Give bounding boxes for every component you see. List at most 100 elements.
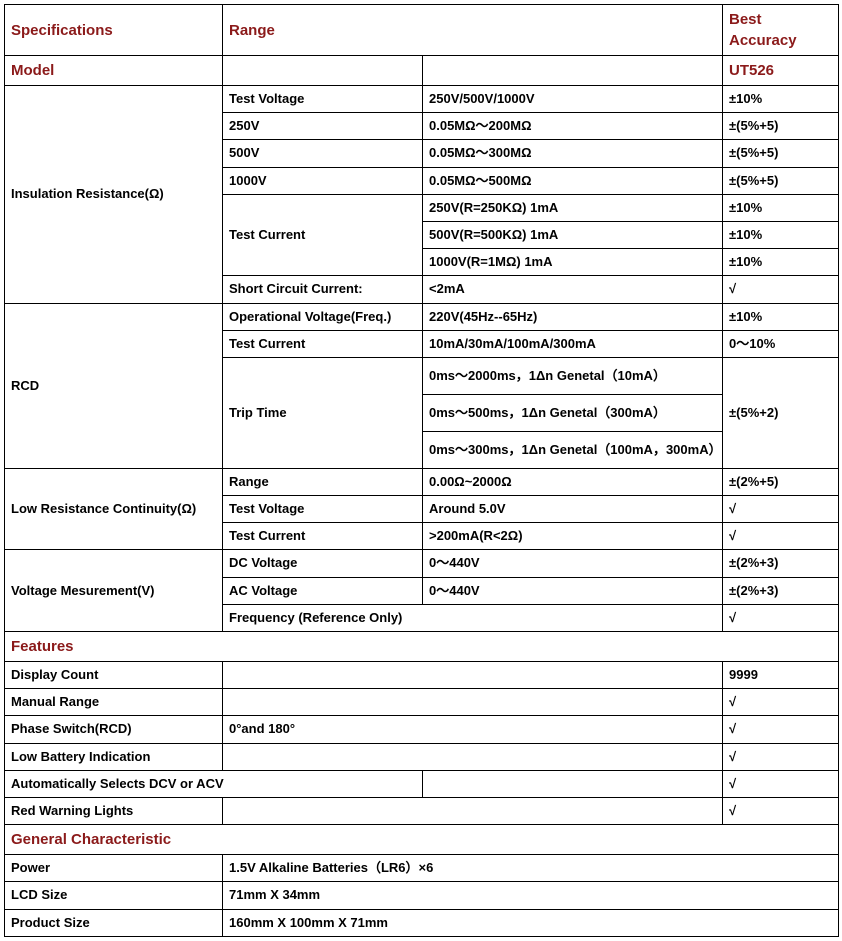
low-label: Low Resistance Continuity(Ω): [5, 468, 223, 550]
volt-label: Voltage Mesurement(V): [5, 550, 223, 632]
cell-param: Short Circuit Current:: [223, 276, 423, 303]
cell-param: Red Warning Lights: [5, 797, 223, 824]
feat-label: Features: [5, 632, 839, 662]
cell-param: 500V: [223, 140, 423, 167]
cell-param: Product Size: [5, 909, 223, 936]
cell-acc: ±(5%+2): [723, 357, 839, 468]
cell-param: Power: [5, 855, 223, 882]
cell-acc: ±(2%+5): [723, 468, 839, 495]
cell-acc: √: [723, 523, 839, 550]
cell-value: 0ms～2000ms，1Δn Genetal（10mA）: [423, 357, 723, 394]
cell-acc: ±10%: [723, 221, 839, 248]
empty-cell: [223, 662, 723, 689]
table-row: Red Warning Lights √: [5, 797, 839, 824]
cell-param: Range: [223, 468, 423, 495]
table-row: Insulation Resistance(Ω) Test Voltage 25…: [5, 86, 839, 113]
cell-value: 0.05MΩ～200MΩ: [423, 113, 723, 140]
cell-param: LCD Size: [5, 882, 223, 909]
cell-value: >200mA(R<2Ω): [423, 523, 723, 550]
cell-param: Phase Switch(RCD): [5, 716, 223, 743]
cell-value: 0ms～300ms，1Δn Genetal（100mA，300mA）: [423, 431, 723, 468]
hdr-spec: Specifications: [5, 5, 223, 56]
cell-acc: 0～10%: [723, 330, 839, 357]
empty-cell: [223, 743, 723, 770]
empty-cell: [223, 56, 423, 86]
table-header-row: Specifications Range Best Accuracy: [5, 5, 839, 56]
cell-value: Around 5.0V: [423, 496, 723, 523]
table-row: Phase Switch(RCD) 0°and 180° √: [5, 716, 839, 743]
rcd-label: RCD: [5, 303, 223, 468]
cell-acc: ±10%: [723, 303, 839, 330]
cell-value: 0～440V: [423, 550, 723, 577]
cell-param: Test Voltage: [223, 86, 423, 113]
cell-param: DC Voltage: [223, 550, 423, 577]
cell-value: 500V(R=500KΩ) 1mA: [423, 221, 723, 248]
cell-value: 160mm X 100mm X 71mm: [223, 909, 839, 936]
cell-acc: ±10%: [723, 249, 839, 276]
cell-value: 0°and 180°: [223, 716, 723, 743]
empty-cell: [423, 56, 723, 86]
general-header: General Characteristic: [5, 825, 839, 855]
cell-acc: √: [723, 604, 839, 631]
table-row: LCD Size 71mm X 34mm: [5, 882, 839, 909]
cell-param: AC Voltage: [223, 577, 423, 604]
cell-value: 0～440V: [423, 577, 723, 604]
cell-acc: √: [723, 689, 839, 716]
cell-value: 0.00Ω~2000Ω: [423, 468, 723, 495]
cell-acc: √: [723, 716, 839, 743]
cell-value: 0.05MΩ～300MΩ: [423, 140, 723, 167]
cell-acc: ±(2%+3): [723, 577, 839, 604]
cell-acc: 9999: [723, 662, 839, 689]
cell-acc: ±10%: [723, 86, 839, 113]
table-row: Low Battery Indication √: [5, 743, 839, 770]
hdr-acc: Best Accuracy: [723, 5, 839, 56]
cell-value: 10mA/30mA/100mA/300mA: [423, 330, 723, 357]
table-row: Power 1.5V Alkaline Batteries（LR6）×6: [5, 855, 839, 882]
cell-value: 0ms～500ms，1Δn Genetal（300mA）: [423, 394, 723, 431]
cell-acc: √: [723, 743, 839, 770]
cell-acc: √: [723, 770, 839, 797]
cell-param: Test Current: [223, 194, 423, 276]
gen-label: General Characteristic: [5, 825, 839, 855]
cell-param: Operational Voltage(Freq.): [223, 303, 423, 330]
cell-param: Frequency (Reference Only): [223, 604, 723, 631]
features-header: Features: [5, 632, 839, 662]
table-row: Voltage Mesurement(V) DC Voltage 0～440V …: [5, 550, 839, 577]
cell-acc: ±(5%+5): [723, 113, 839, 140]
cell-acc: √: [723, 797, 839, 824]
cell-value: 220V(45Hz--65Hz): [423, 303, 723, 330]
table-row: Automatically Selects DCV or ACV √: [5, 770, 839, 797]
cell-value: 250V(R=250KΩ) 1mA: [423, 194, 723, 221]
cell-acc: ±(5%+5): [723, 167, 839, 194]
model-row: Model UT526: [5, 56, 839, 86]
model-value: UT526: [723, 56, 839, 86]
cell-acc: √: [723, 496, 839, 523]
cell-param: Display Count: [5, 662, 223, 689]
cell-param: Test Current: [223, 330, 423, 357]
cell-acc: ±(5%+5): [723, 140, 839, 167]
table-row: Display Count 9999: [5, 662, 839, 689]
empty-cell: [223, 689, 723, 716]
cell-param: Test Voltage: [223, 496, 423, 523]
cell-param: 1000V: [223, 167, 423, 194]
empty-cell: [423, 770, 723, 797]
cell-value: 1.5V Alkaline Batteries（LR6）×6: [223, 855, 839, 882]
model-label: Model: [5, 56, 223, 86]
table-row: Product Size 160mm X 100mm X 71mm: [5, 909, 839, 936]
cell-value: <2mA: [423, 276, 723, 303]
spec-table: Specifications Range Best Accuracy Model…: [4, 4, 839, 937]
cell-param: Trip Time: [223, 357, 423, 468]
cell-param: Test Current: [223, 523, 423, 550]
empty-cell: [223, 797, 723, 824]
cell-param: 250V: [223, 113, 423, 140]
cell-acc: ±(2%+3): [723, 550, 839, 577]
hdr-range: Range: [223, 5, 723, 56]
ins-label: Insulation Resistance(Ω): [5, 86, 223, 304]
table-row: RCD Operational Voltage(Freq.) 220V(45Hz…: [5, 303, 839, 330]
cell-value: 1000V(R=1MΩ) 1mA: [423, 249, 723, 276]
cell-acc: √: [723, 276, 839, 303]
cell-param: Manual Range: [5, 689, 223, 716]
cell-param: Automatically Selects DCV or ACV: [5, 770, 423, 797]
table-row: Low Resistance Continuity(Ω) Range 0.00Ω…: [5, 468, 839, 495]
cell-value: 71mm X 34mm: [223, 882, 839, 909]
